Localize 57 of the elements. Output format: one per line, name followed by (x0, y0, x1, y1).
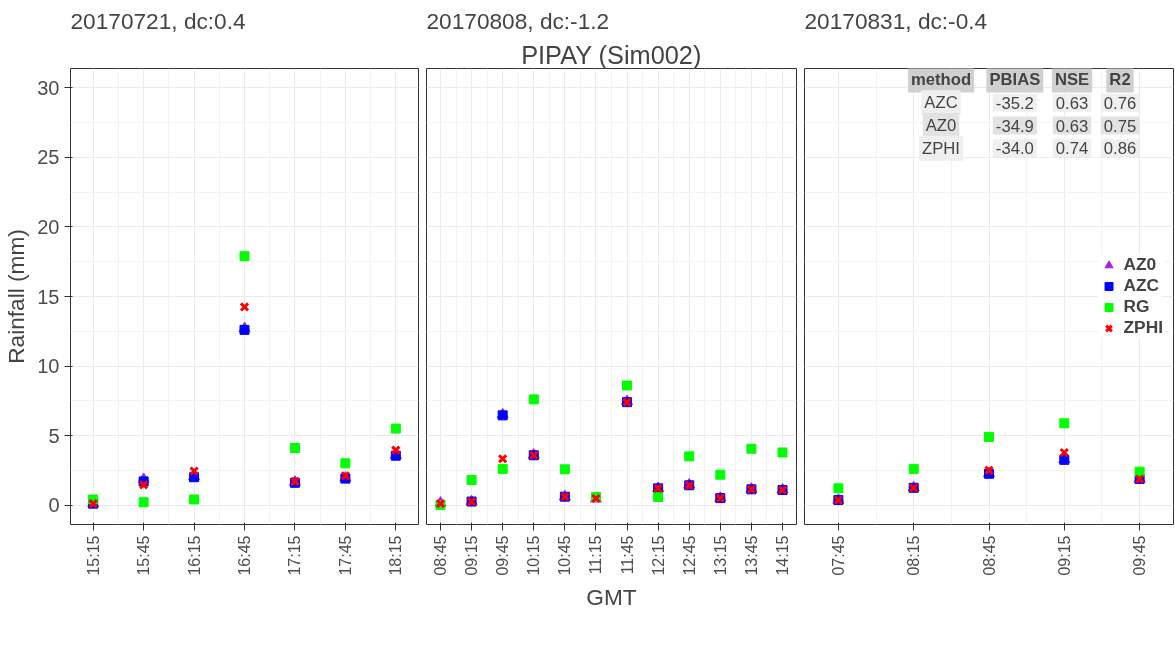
x-tick-label: 08:45 (980, 535, 998, 576)
annotation: ZPHI (922, 138, 961, 158)
x-tick-label: 15:45 (135, 535, 153, 576)
annotation: 0.63 (1055, 93, 1089, 113)
x-tick-label: 15:15 (84, 535, 102, 576)
chart-title: PIPAY (Sim002) (521, 40, 702, 69)
annotation: AZC (924, 93, 958, 113)
chart-subtitle: 20170808, dc:-1.2 (426, 7, 610, 34)
y-tick-label: 20 (37, 215, 60, 238)
x-tick-label: 12:15 (649, 535, 667, 576)
x-tick-label: 08:45 (431, 535, 449, 576)
annotation: 0.75 (1103, 116, 1137, 136)
x-tick-label: 17:15 (286, 535, 304, 576)
annotation: -34.0 (995, 139, 1034, 159)
x-tick-label: 12:45 (680, 535, 698, 576)
annotation: 0.63 (1055, 116, 1089, 136)
x-tick-label: 16:45 (236, 535, 253, 576)
annotation: method (910, 70, 972, 90)
x-tick-label: 11:15 (587, 535, 605, 575)
legend-label: RG (1123, 296, 1150, 317)
annotation: AZ0 (925, 116, 957, 135)
x-tick-label: 09:45 (1131, 535, 1149, 576)
x-tick-label: 17:45 (336, 535, 354, 576)
annotation: -35.2 (995, 93, 1034, 113)
y-tick-label: 0 (48, 494, 60, 517)
y-tick-label: 5 (48, 424, 60, 447)
x-tick-label: 09:45 (494, 535, 512, 576)
annotation: 0.76 (1103, 93, 1137, 113)
x-tick-label: 16:15 (185, 535, 203, 576)
y-tick-label: 10 (37, 355, 60, 378)
legend-label: AZ0 (1123, 254, 1157, 275)
x-tick-label: 11:45 (618, 535, 636, 575)
annotation: NSE (1054, 70, 1090, 90)
x-tick-label: 07:45 (829, 535, 847, 576)
x-tick-label: 13:15 (711, 535, 729, 576)
annotation: 0.74 (1055, 139, 1089, 159)
legend-label: ZPHI (1123, 317, 1163, 338)
x-axis-title: GMT (586, 583, 637, 610)
y-tick-label: 15 (37, 285, 60, 308)
y-axis-title: Rainfall (mm) (3, 229, 30, 364)
y-tick-label: 30 (37, 76, 60, 99)
legend-label: AZC (1123, 275, 1160, 296)
annotation: PBIAS (989, 70, 1041, 90)
x-tick-label: 18:15 (387, 535, 405, 576)
x-tick-label: 14:15 (774, 535, 792, 576)
annotation: 0.86 (1103, 139, 1137, 159)
y-tick-label: 25 (37, 146, 60, 169)
annotation: -34.9 (995, 116, 1034, 136)
x-tick-label: 10:15 (525, 535, 543, 576)
x-tick-label: 13:45 (742, 535, 760, 576)
annotation: R2 (1109, 70, 1131, 90)
x-tick-label: 08:15 (905, 535, 923, 576)
chart-subtitle: 20170831, dc:-0.4 (804, 7, 988, 34)
x-tick-label: 09:15 (1055, 535, 1073, 576)
x-tick-label: 10:45 (556, 535, 574, 576)
chart-subtitle: 20170721, dc:0.4 (70, 7, 246, 34)
x-tick-label: 09:15 (463, 535, 481, 576)
